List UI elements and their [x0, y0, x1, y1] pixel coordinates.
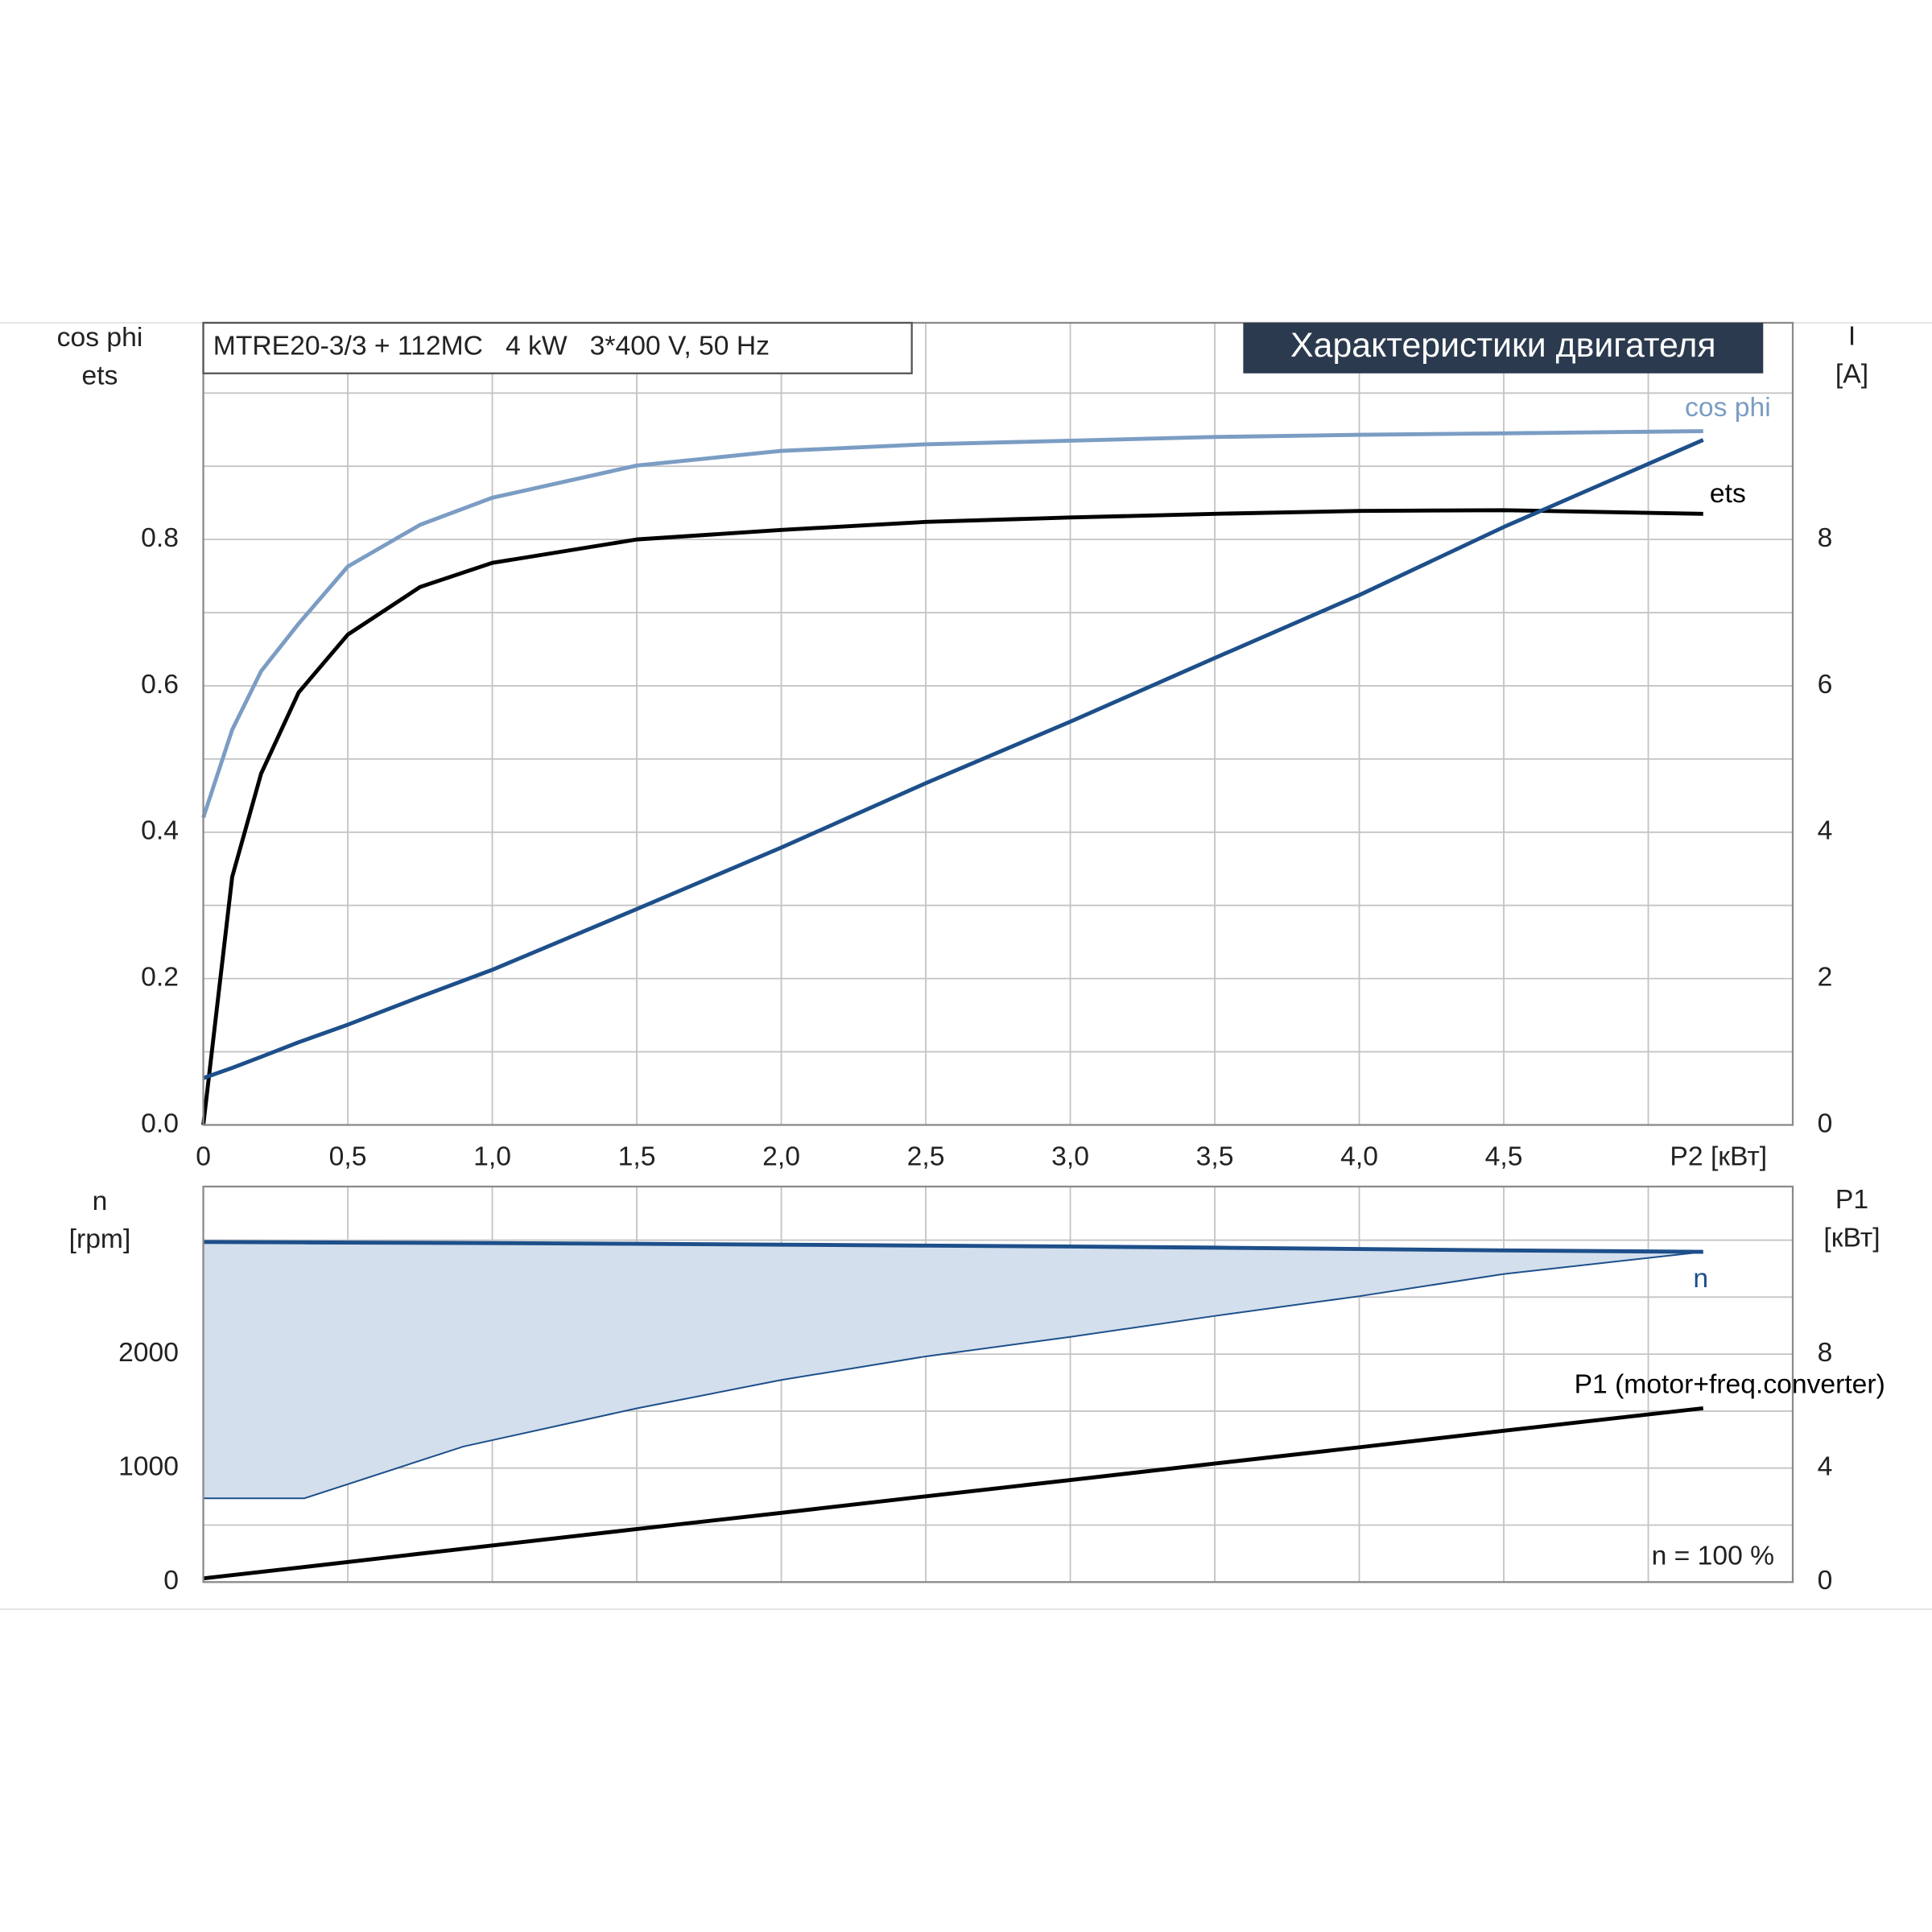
- x-tick-label: 1,5: [618, 1142, 656, 1172]
- y2-tick-label: 2: [1818, 963, 1833, 993]
- y-tick-label: 1000: [118, 1452, 179, 1482]
- x-tick-label: 0: [196, 1142, 211, 1172]
- series-line: [201, 429, 1703, 819]
- series-label: n: [1693, 1264, 1708, 1294]
- plot-frame: [202, 1185, 1794, 1583]
- y2-tick-label: 4: [1818, 1452, 1833, 1482]
- x-tick-label: 3,5: [1196, 1142, 1234, 1172]
- y2-tick-label: 8: [1818, 523, 1833, 553]
- y-axis-label: [rpm]: [69, 1224, 131, 1254]
- series-line: [203, 1406, 1704, 1581]
- y-tick-label: 0.0: [141, 1108, 179, 1138]
- chart-subtitle: MTRE20-3/3 + 112MC 4 kW 3*400 V, 50 Hz: [213, 332, 770, 361]
- series-line: [201, 508, 1703, 1125]
- x-tick-label: 2,5: [907, 1142, 945, 1172]
- y2-tick-label: 0: [1818, 1566, 1833, 1596]
- y-tick-label: 0.2: [141, 963, 179, 993]
- y-axis-label: ets: [82, 361, 118, 390]
- x-tick-label: 4,5: [1485, 1142, 1523, 1172]
- model-box: [202, 321, 913, 374]
- y-tick-label: 0.4: [141, 816, 179, 846]
- annotation: n = 100 %: [1652, 1542, 1775, 1571]
- chart-title: Характеристики двигателя: [1290, 326, 1716, 365]
- charts: 0.0 0.2 0.4 0.6 0.8 0 2 4 6 8 0 0,5 1,0 1,5 2,0 2,5 3,0 3…: [57, 321, 1885, 1596]
- y2-tick-label: 6: [1818, 670, 1833, 700]
- x-tick-label: 1,0: [473, 1142, 511, 1172]
- series-label: P1 (motor+freq.converter): [1575, 1370, 1885, 1400]
- y2-axis-label: I: [1848, 321, 1856, 351]
- plot-frame: [202, 321, 1794, 1126]
- y2-axis-label: [A]: [1835, 360, 1868, 390]
- x-tick-label: 0,5: [329, 1142, 367, 1172]
- y-axis-label: cos phi: [57, 323, 143, 353]
- y2-tick-label: 0: [1818, 1108, 1833, 1138]
- series-line: [203, 1240, 1703, 1254]
- speed-range-area: [203, 1241, 1703, 1499]
- y2-tick-label: 4: [1818, 816, 1833, 846]
- x-tick-label: 2,0: [762, 1142, 800, 1172]
- y-axis-label: n: [93, 1187, 108, 1216]
- series-label: ets: [1710, 479, 1746, 509]
- y-tick-label: 0.6: [141, 670, 179, 700]
- series-line: [202, 438, 1704, 1080]
- x-tick-label: 3,0: [1051, 1142, 1089, 1172]
- x-tick-label: P2 [кВт]: [1670, 1142, 1767, 1172]
- y-tick-label: 2000: [118, 1338, 179, 1368]
- y2-tick-label: 8: [1818, 1338, 1833, 1368]
- title-box: [1243, 323, 1764, 374]
- y2-axis-label: P1: [1835, 1185, 1868, 1215]
- speed-range-lower: [203, 1251, 1703, 1500]
- x-tick-label: 4,0: [1340, 1142, 1378, 1172]
- y2-axis-label: [кВт]: [1823, 1224, 1880, 1253]
- y-tick-label: 0.8: [141, 523, 179, 553]
- y-tick-label: 0: [163, 1566, 179, 1596]
- series-label: cos phi: [1685, 393, 1771, 423]
